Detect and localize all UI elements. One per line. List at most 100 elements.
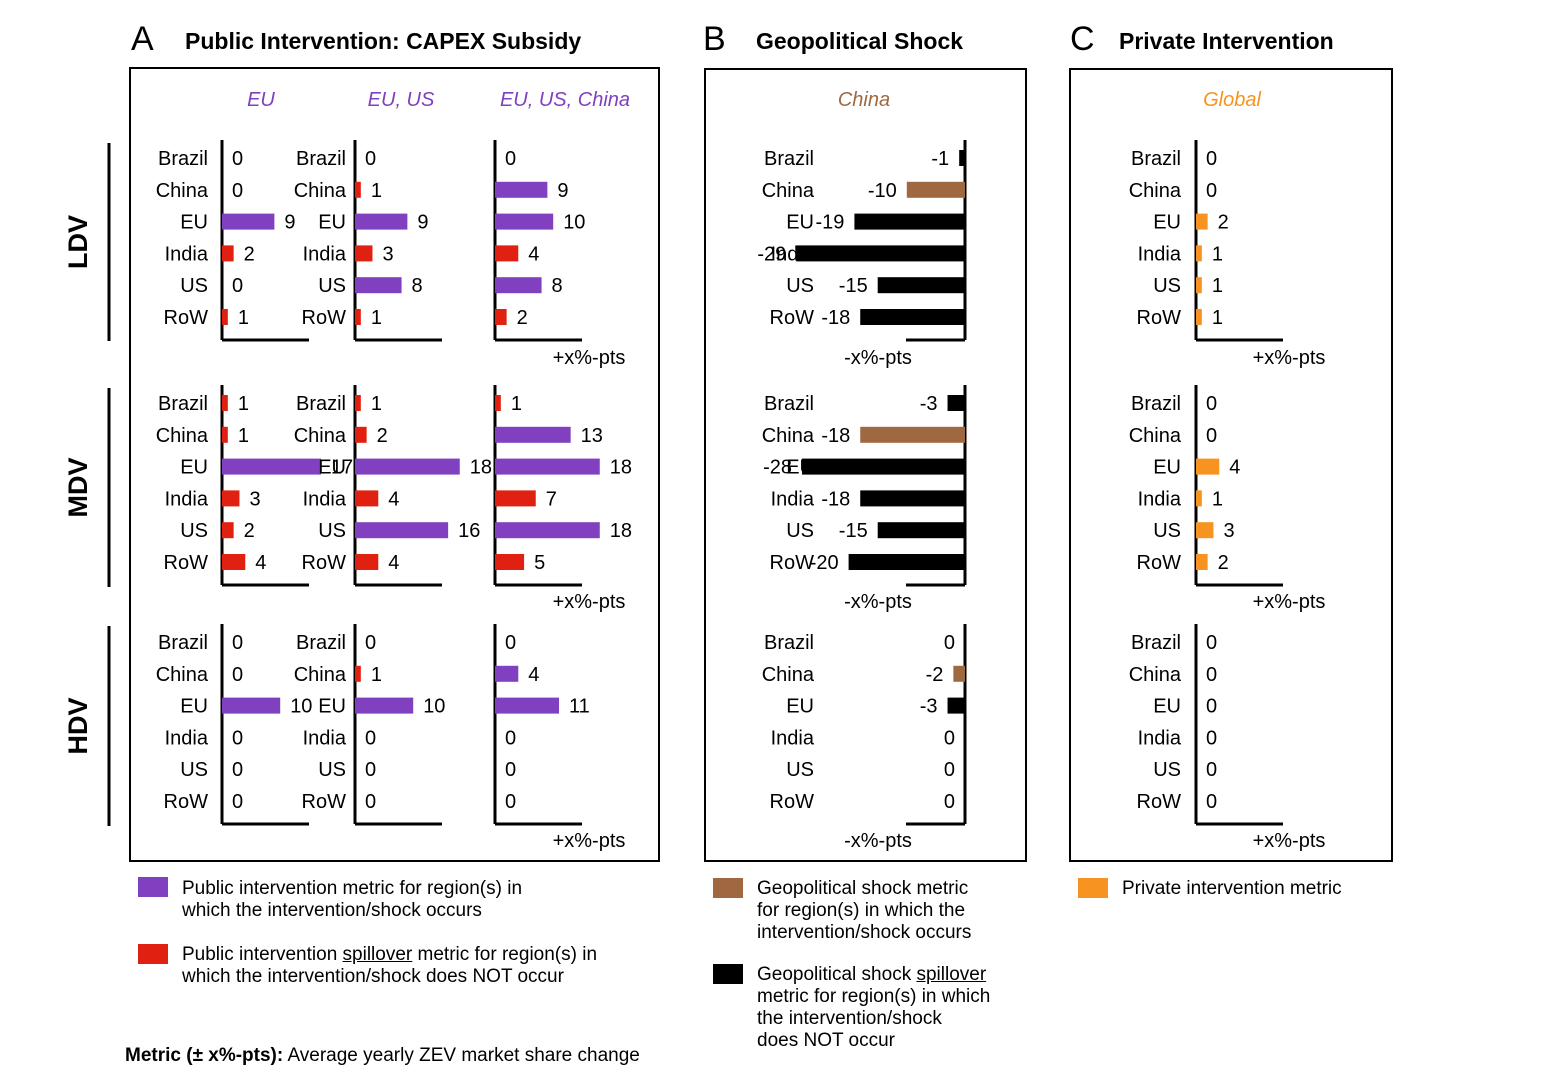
value-label-eu-us-hdv-row: 0 (365, 791, 376, 813)
category-label-india: India (165, 488, 209, 510)
bar-global-ldv-eu (1196, 213, 1208, 230)
legend-c1: Private intervention metric (1122, 878, 1342, 899)
category-label-eu: EU (180, 696, 208, 718)
value-label-eu-hdv-india: 0 (232, 727, 243, 749)
legend-b2-line4: does NOT occur (757, 1030, 895, 1051)
legend-a2: Public intervention spillover metric for… (182, 944, 597, 988)
bar-eu-us-china-mdv-us (495, 522, 600, 539)
bar-eu-us-ldv-india (355, 245, 373, 262)
category-label-china: China (294, 180, 347, 202)
legend-swatch-brown (713, 878, 743, 898)
bar-eu-us-hdv-china (355, 665, 361, 682)
category-label-row: RoW (770, 791, 815, 813)
category-label-row: RoW (770, 307, 815, 329)
value-label-eu-us-mdv-row: 4 (388, 552, 399, 574)
value-label-eu-us-ldv-us: 8 (412, 275, 423, 297)
bar-eu-us-mdv-china (355, 426, 367, 443)
value-label-global-hdv-us: 0 (1206, 759, 1217, 781)
axis-unit-global-ldv: +x%-pts (1253, 347, 1326, 369)
value-label-eu-mdv-us: 2 (244, 520, 255, 542)
value-label-global-ldv-brazil: 0 (1206, 148, 1217, 170)
bar-global-mdv-row (1196, 554, 1208, 570)
value-label-eu-mdv-eu: 17 (331, 457, 353, 479)
legend-b2-line1: Geopolitical shock spillover (757, 964, 987, 985)
panel-a-frame (129, 67, 660, 862)
value-label-eu-us-china-hdv-brazil: 0 (505, 632, 516, 654)
bar-eu-mdv-brazil (222, 395, 228, 411)
value-label-eu-us-mdv-us: 16 (458, 520, 480, 542)
value-label-china-mdv-brazil: -3 (920, 393, 938, 415)
category-label-brazil: Brazil (1131, 393, 1181, 415)
bar-eu-us-china-mdv-brazil (495, 395, 501, 411)
scenario-label-eu-us-china: EU, US, China (500, 89, 630, 111)
bar-china-ldv-us (877, 277, 965, 294)
value-label-eu-us-china-mdv-us: 18 (610, 520, 632, 542)
value-label-eu-us-china-hdv-india: 0 (505, 727, 516, 749)
bar-china-mdv-india (860, 490, 965, 507)
value-label-eu-us-hdv-china: 1 (371, 664, 382, 686)
bar-eu-mdv-china (222, 426, 228, 443)
value-label-global-hdv-india: 0 (1206, 727, 1217, 749)
value-label-china-mdv-row: -20 (810, 552, 839, 574)
value-label-eu-hdv-china: 0 (232, 664, 243, 686)
panel-c-frame (1069, 68, 1393, 862)
bar-eu-us-ldv-eu (355, 213, 408, 230)
value-label-china-mdv-india: -18 (821, 488, 850, 510)
bar-eu-us-mdv-eu (355, 458, 460, 475)
value-label-global-hdv-row: 0 (1206, 791, 1217, 813)
value-label-eu-us-mdv-brazil: 1 (371, 393, 382, 415)
category-label-row: RoW (302, 552, 347, 574)
category-label-india: India (771, 488, 815, 510)
bar-china-mdv-us (877, 522, 965, 539)
legend-b2-line3: the intervention/shock (757, 1008, 942, 1029)
panel-b-title: Geopolitical Shock (756, 28, 964, 54)
category-label-china: China (1129, 180, 1182, 202)
value-label-eu-us-hdv-us: 0 (365, 759, 376, 781)
value-label-eu-ldv-china: 0 (232, 180, 243, 202)
bar-china-hdv-eu (947, 697, 965, 714)
scenario-label-eu: EU (247, 89, 275, 111)
category-label-india: India (1138, 243, 1182, 265)
bar-china-ldv-china (906, 181, 965, 198)
axis-unit-eu-us-china-hdv: +x%-pts (553, 830, 626, 852)
bar-china-hdv-china (953, 665, 965, 682)
value-label-eu-us-hdv-brazil: 0 (365, 632, 376, 654)
category-label-brazil: Brazil (764, 393, 814, 415)
value-label-eu-us-china-mdv-brazil: 1 (511, 393, 522, 415)
category-label-brazil: Brazil (764, 148, 814, 170)
value-label-china-mdv-eu: -28 (763, 457, 792, 479)
bar-eu-us-hdv-eu (355, 697, 414, 714)
category-label-china: China (156, 425, 209, 447)
axis-unit-global-hdv: +x%-pts (1253, 830, 1326, 852)
legend-b2: Geopolitical shock spillover metric for … (757, 964, 990, 1052)
legend-b1: Geopolitical shock metric for region(s) … (757, 878, 971, 944)
panel-a-letter: A (131, 20, 154, 58)
category-label-eu: EU (318, 212, 346, 234)
value-label-eu-hdv-eu: 10 (290, 696, 312, 718)
category-label-eu: EU (786, 212, 814, 234)
legend-a1: Public intervention metric for region(s)… (182, 878, 522, 922)
category-label-china: China (762, 664, 815, 686)
category-label-us: US (1153, 275, 1181, 297)
value-label-eu-mdv-india: 3 (249, 488, 260, 510)
axis-unit-china-hdv: -x%-pts (844, 830, 912, 852)
value-label-global-ldv-india: 1 (1212, 243, 1223, 265)
bar-eu-us-china-ldv-china (495, 181, 548, 198)
category-label-brazil: Brazil (296, 148, 346, 170)
legend-swatch-red (138, 944, 168, 964)
category-label-eu: EU (318, 696, 346, 718)
value-label-global-hdv-brazil: 0 (1206, 632, 1217, 654)
scenario-label-china: China (838, 89, 890, 111)
bar-eu-mdv-india (222, 490, 240, 507)
bar-eu-hdv-eu (222, 697, 281, 714)
value-label-eu-us-china-hdv-row: 0 (505, 791, 516, 813)
value-label-eu-us-china-ldv-brazil: 0 (505, 148, 516, 170)
category-label-china: China (156, 180, 209, 202)
value-label-eu-ldv-us: 0 (232, 275, 243, 297)
category-label-china: China (762, 425, 815, 447)
category-label-india: India (303, 488, 347, 510)
category-label-china: China (1129, 664, 1182, 686)
value-label-global-mdv-row: 2 (1218, 552, 1229, 574)
value-label-china-ldv-eu: -19 (816, 212, 845, 234)
bar-china-ldv-eu (854, 213, 965, 230)
